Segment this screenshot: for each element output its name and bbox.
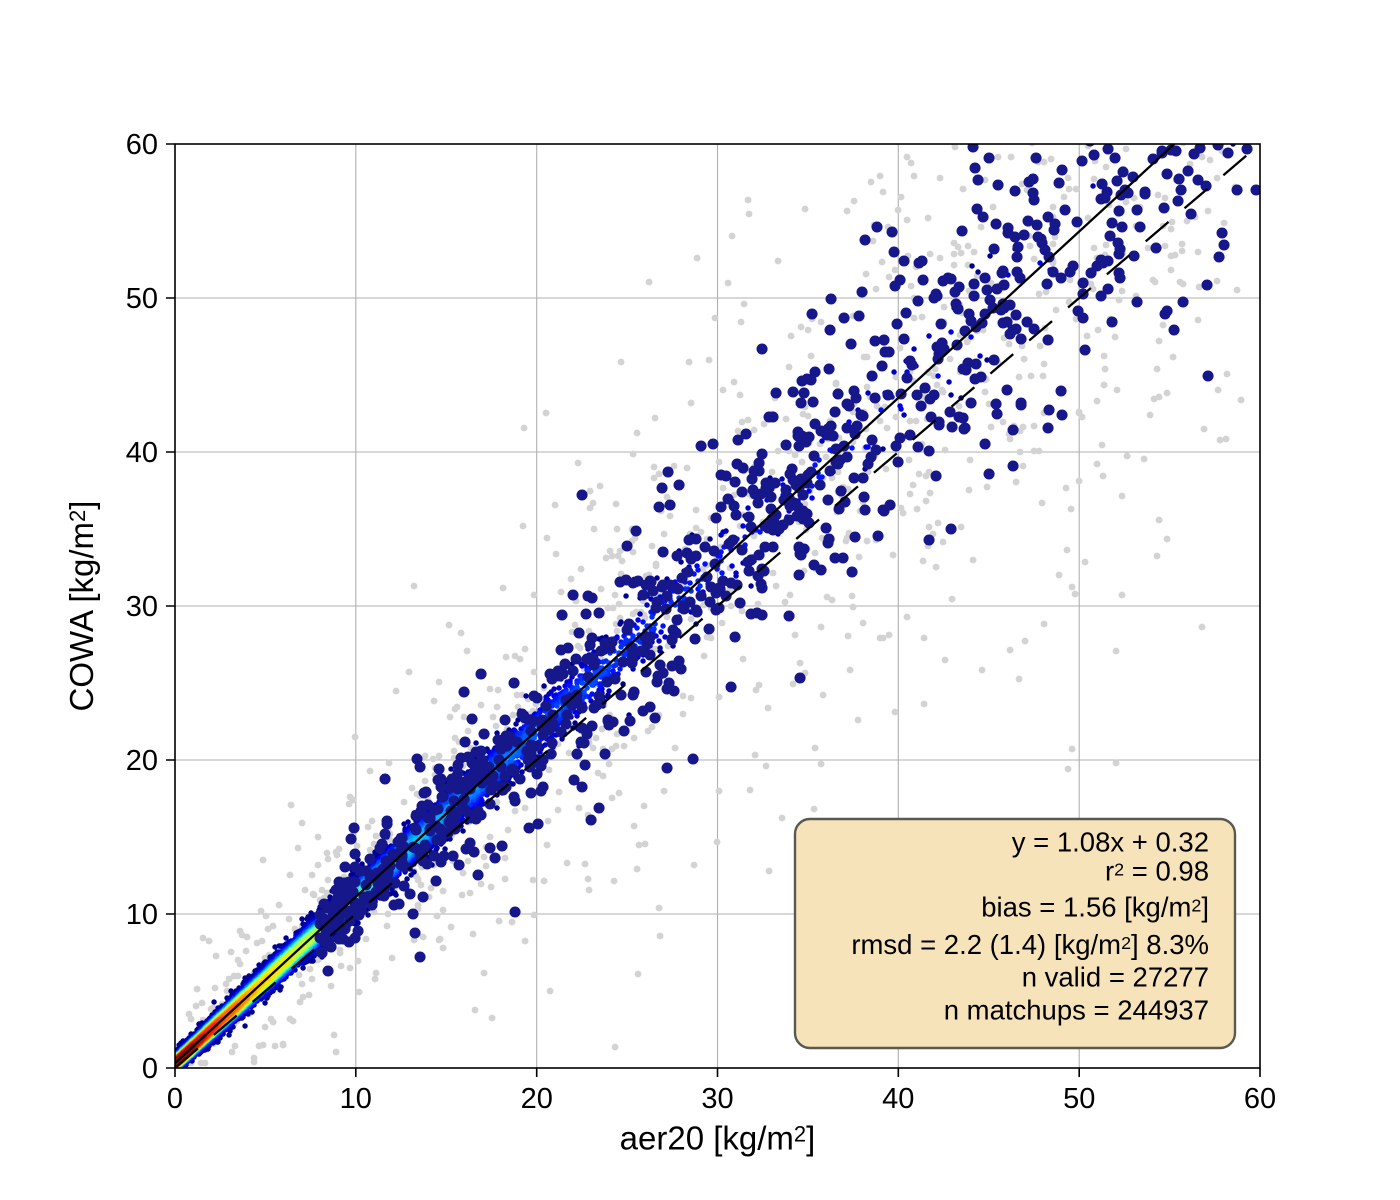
svg-text:40: 40 [126, 437, 158, 469]
svg-text:n matchups = 244937: n matchups = 244937 [944, 995, 1209, 1026]
svg-text:20: 20 [126, 745, 158, 777]
svg-text:n valid = 27277: n valid = 27277 [1022, 962, 1209, 993]
svg-text:10: 10 [126, 899, 158, 931]
svg-text:50: 50 [1063, 1083, 1095, 1115]
svg-text:10: 10 [340, 1083, 372, 1115]
svg-text:20: 20 [521, 1083, 553, 1115]
svg-text:rmsd = 2.2 (1.4) [kg/m2] 8.3%: rmsd = 2.2 (1.4) [kg/m2] 8.3% [851, 929, 1209, 960]
svg-text:bias = 1.56 [kg/m2]: bias = 1.56 [kg/m2] [981, 892, 1209, 923]
svg-text:y = 1.08x + 0.32: y = 1.08x + 0.32 [1012, 827, 1209, 858]
svg-text:0: 0 [167, 1083, 183, 1115]
svg-text:0: 0 [142, 1053, 158, 1085]
svg-text:30: 30 [701, 1083, 733, 1115]
svg-text:60: 60 [1244, 1083, 1276, 1115]
svg-text:aer20 [kg/m2]: aer20 [kg/m2] [620, 1120, 816, 1157]
svg-text:COWA [kg/m2]: COWA [kg/m2] [63, 501, 100, 712]
svg-text:40: 40 [882, 1083, 914, 1115]
svg-text:50: 50 [126, 283, 158, 315]
svg-text:60: 60 [126, 129, 158, 161]
svg-text:30: 30 [126, 591, 158, 623]
